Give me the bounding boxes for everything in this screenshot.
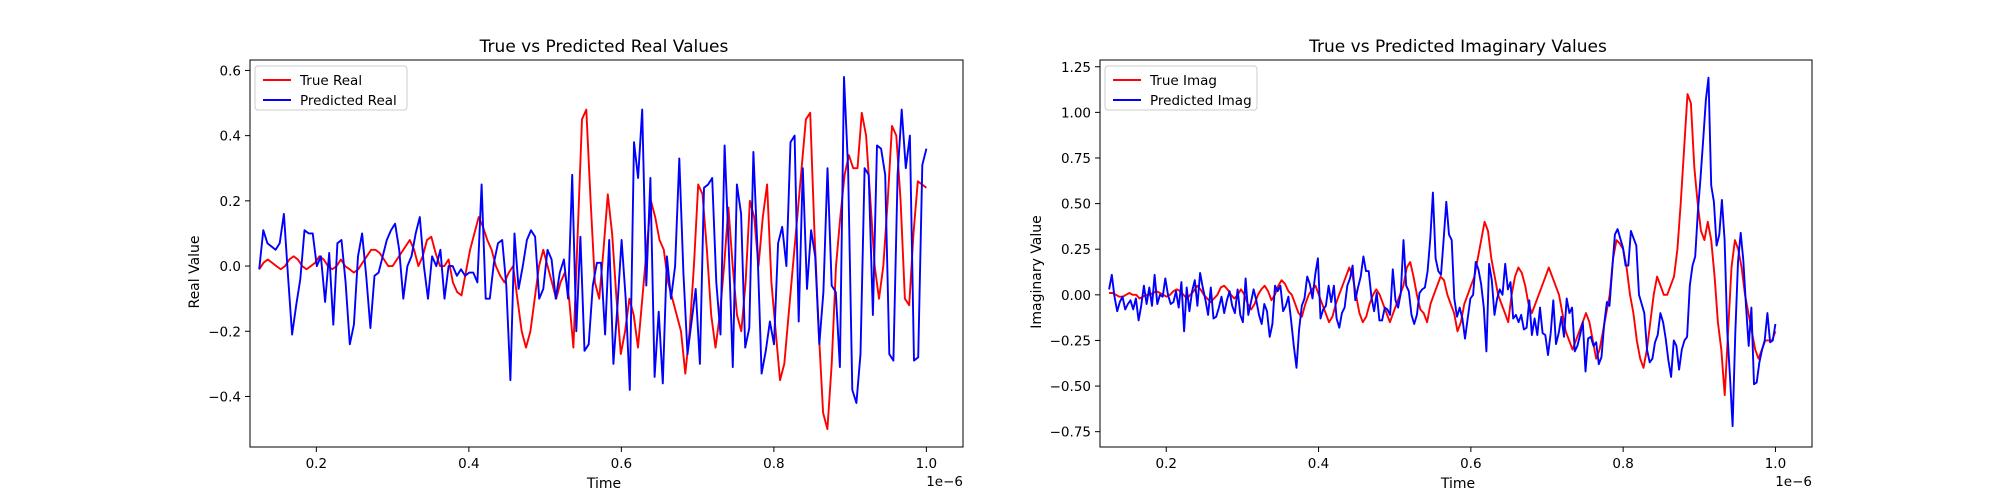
axes-frame <box>249 59 964 448</box>
y-tick-label: 1.25 <box>1061 60 1091 76</box>
y-tick-label: 0.00 <box>1061 288 1091 304</box>
y-tick-label: 0.75 <box>1061 151 1091 167</box>
x-axis-offset-label: 1e−6 <box>926 474 963 490</box>
series-line-0 <box>258 108 927 431</box>
chart-imag: True vs Predicted Imaginary Values 0.2 0.… <box>1029 37 1813 492</box>
x-tick-label: 1.0 <box>916 456 937 472</box>
series-line-1 <box>258 76 928 404</box>
x-axis-label: Time <box>1440 476 1475 492</box>
y-tick-label: −0.25 <box>1050 333 1091 349</box>
legend-label-1: Predicted Imag <box>1150 93 1252 109</box>
y-tick-label: 1.00 <box>1061 105 1091 121</box>
legend-label-0: True Real <box>299 73 362 89</box>
y-axis-label: Real Value <box>187 235 203 308</box>
x-tick-label: 0.6 <box>611 456 632 472</box>
x-tick-label: 0.6 <box>1460 456 1481 472</box>
x-tick-label: 0.4 <box>458 456 479 472</box>
chart-title: True vs Predicted Imaginary Values <box>1308 37 1607 57</box>
x-tick-label: 0.4 <box>1308 456 1329 472</box>
axes-frame <box>1099 59 1813 448</box>
y-tick-label: −0.50 <box>1050 379 1091 395</box>
chart-title: True vs Predicted Real Values <box>479 37 729 57</box>
x-tick-label: 1.0 <box>1765 456 1786 472</box>
x-tick-label: 0.2 <box>306 456 327 472</box>
series-line-1 <box>1108 76 1777 428</box>
x-axis-offset-label: 1e−6 <box>1775 474 1812 490</box>
y-tick-label: 0.6 <box>220 63 241 79</box>
x-tick-label: 0.2 <box>1156 456 1177 472</box>
legend-label-0: True Imag <box>1149 73 1217 89</box>
plot-area: 0.2 0.4 0.6 0.8 1.0 −0.4 −0.2 0.0 0.2 0.4 0.6 True … <box>208 59 964 472</box>
legend <box>1104 65 1258 111</box>
y-axis-label: Imaginary Value <box>1029 215 1045 329</box>
y-tick-label: −0.2 <box>208 324 241 340</box>
y-tick-label: 0.25 <box>1061 242 1091 258</box>
y-tick-label: 0.2 <box>220 194 241 210</box>
y-tick-label: −0.4 <box>208 389 241 405</box>
y-tick-label: 0.4 <box>220 129 241 145</box>
x-tick-label: 0.8 <box>763 456 784 472</box>
y-tick-label: −0.75 <box>1050 425 1091 441</box>
chart-real: True vs Predicted Real Values 0.2 0.4 0.6 0… <box>187 37 964 492</box>
series-line-0 <box>1109 93 1777 397</box>
y-tick-label: 0.50 <box>1061 197 1091 213</box>
y-tick-label: 0.0 <box>220 259 241 275</box>
x-axis-label: Time <box>586 476 621 492</box>
legend <box>254 65 408 111</box>
plot-area: 0.2 0.4 0.6 0.8 1.0 −0.75 −0.50 −0.25 0.00 0.25 0.… <box>1050 59 1813 472</box>
legend-label-1: Predicted Real <box>300 93 397 109</box>
x-tick-label: 0.8 <box>1612 456 1633 472</box>
